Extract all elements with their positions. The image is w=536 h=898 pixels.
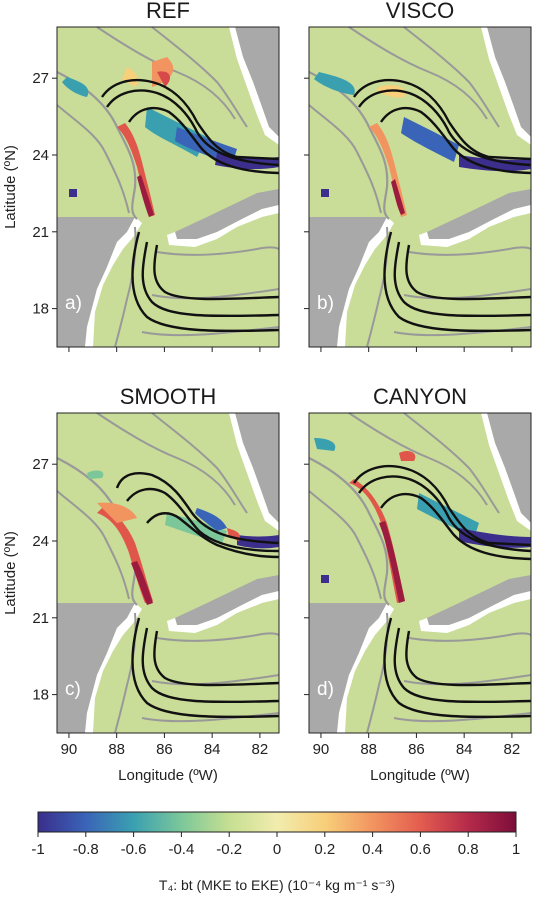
panel-title: VISCO bbox=[386, 0, 454, 23]
x-tick-label: 84 bbox=[204, 741, 221, 758]
colorbar-tick-label: 0.2 bbox=[314, 841, 335, 858]
y-axis-label: Latitude (ºN) bbox=[2, 145, 19, 229]
x-tick-label: 82 bbox=[252, 741, 269, 758]
colorbar-tick-label: -0.4 bbox=[168, 841, 194, 858]
x-tick-label: 84 bbox=[456, 741, 473, 758]
y-tick-label: 18 bbox=[32, 301, 49, 318]
y-tick-label: 18 bbox=[32, 687, 49, 704]
colorbar bbox=[37, 811, 517, 833]
y-tick-label: 21 bbox=[32, 610, 49, 627]
x-tick-label: 88 bbox=[108, 741, 125, 758]
panel-title: REF bbox=[146, 0, 190, 23]
colorbar-tick-label: 0 bbox=[273, 841, 281, 858]
colorbar-tick-label: -0.2 bbox=[216, 841, 242, 858]
panel-title: CANYON bbox=[373, 384, 467, 409]
x-axis-label: Longitude (ºW) bbox=[370, 767, 470, 784]
panel-label: b) bbox=[317, 293, 334, 314]
colorbar-label: T₄: bt (MKE to EKE) (10⁻⁴ kg m⁻¹ s⁻³) bbox=[159, 877, 395, 893]
panel-canyon: d) bbox=[307, 411, 533, 735]
panel-ref: a) bbox=[55, 25, 281, 349]
colorbar-tick-label: 0.6 bbox=[410, 841, 431, 858]
y-tick-label: 27 bbox=[32, 70, 49, 87]
colorbar-tick-label: -1 bbox=[31, 841, 44, 858]
y-tick-label: 21 bbox=[32, 224, 49, 241]
panel-smooth: c) bbox=[55, 411, 281, 735]
x-tick-label: 86 bbox=[156, 741, 173, 758]
x-tick-label: 90 bbox=[313, 741, 330, 758]
y-axis-label: Latitude (ºN) bbox=[2, 531, 19, 615]
colorbar-tick-label: 1 bbox=[512, 841, 520, 858]
x-tick-label: 90 bbox=[61, 741, 78, 758]
panel-label: d) bbox=[317, 679, 334, 700]
y-tick-label: 27 bbox=[32, 456, 49, 473]
colorbar-ticks: -1 -0.8 -0.6 -0.4 -0.2 0 0.2 0.4 0.6 0.8 1 bbox=[31, 832, 520, 858]
panel-title: SMOOTH bbox=[120, 384, 217, 409]
panel-visco: b) bbox=[307, 25, 533, 349]
colorbar-tick-label: 0.8 bbox=[458, 841, 479, 858]
y-tick-label: 24 bbox=[32, 533, 49, 550]
colorbar-tick-label: -0.6 bbox=[121, 841, 147, 858]
panel-label: c) bbox=[65, 679, 81, 700]
tick-labels: 18 21 24 27 90 88 86 84 82 18 21 24 27 90 88 86 84 82 bbox=[32, 70, 520, 758]
colorbar-tick-label: 0.4 bbox=[362, 841, 383, 858]
colorbar-tick-label: -0.8 bbox=[73, 841, 99, 858]
x-tick-label: 88 bbox=[360, 741, 377, 758]
x-tick-label: 86 bbox=[408, 741, 425, 758]
y-tick-label: 24 bbox=[32, 147, 49, 164]
panel-label: a) bbox=[65, 293, 82, 314]
x-tick-label: 82 bbox=[504, 741, 521, 758]
x-axis-label: Longitude (ºW) bbox=[118, 767, 218, 784]
